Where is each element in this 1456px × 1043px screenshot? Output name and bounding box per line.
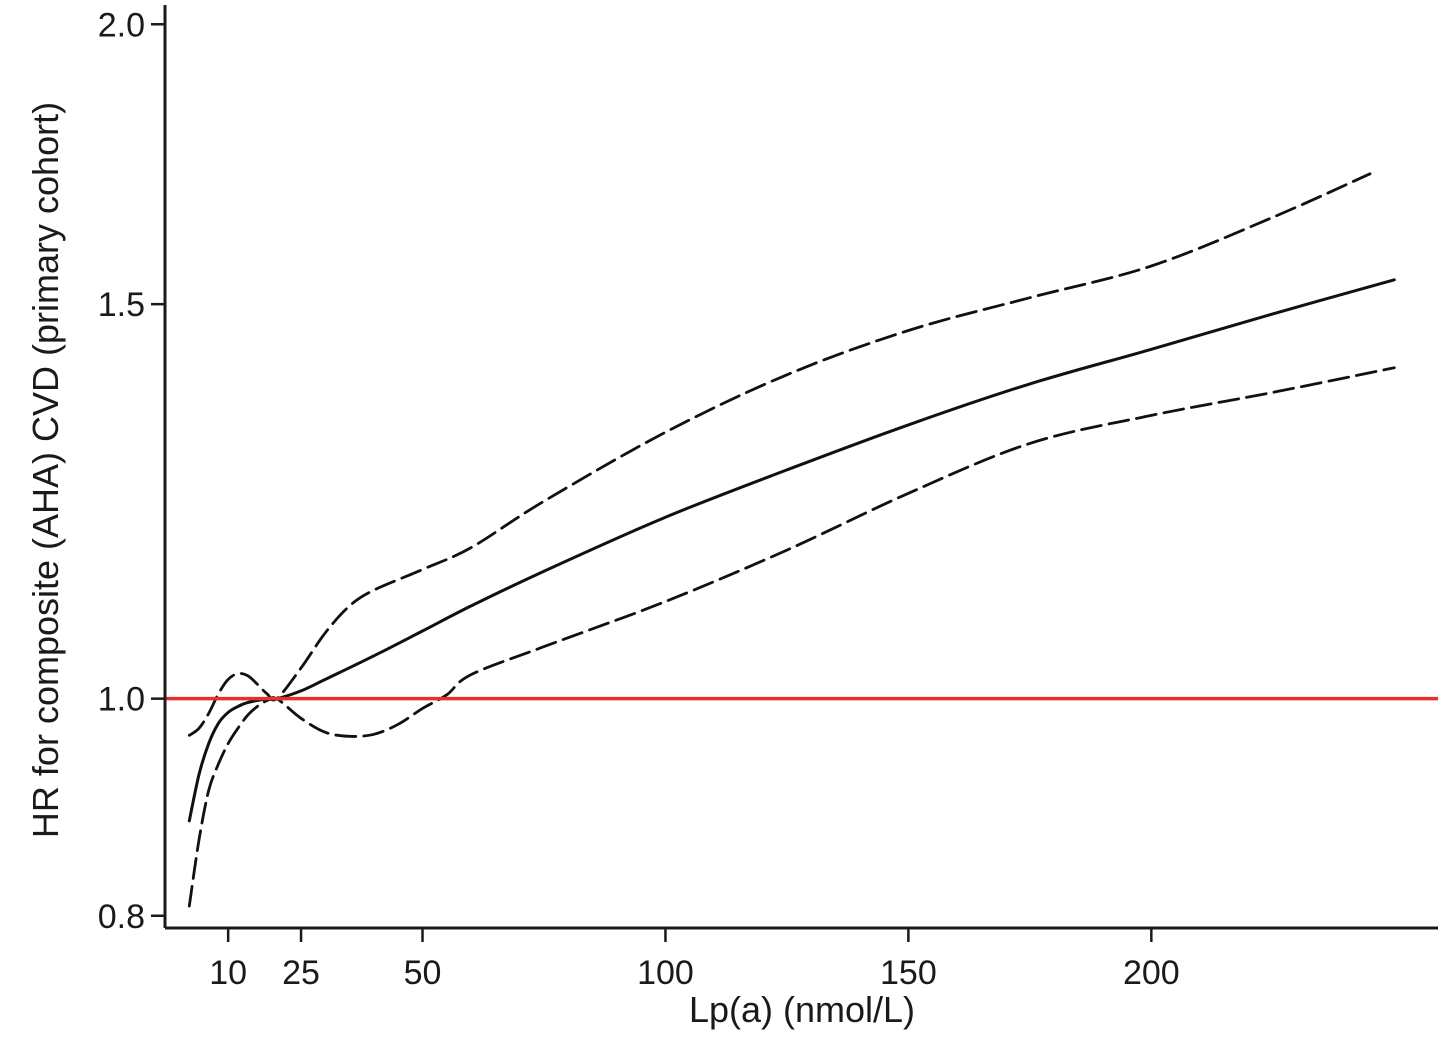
x-axis-title: Lp(a) (nmol/L) — [689, 989, 915, 1030]
x-tick-label: 100 — [637, 954, 694, 992]
estimate-line — [187, 278, 1396, 823]
ci-upper-line — [187, 172, 1372, 737]
y-tick-label: 2.0 — [98, 6, 145, 44]
x-tick-label: 150 — [880, 954, 937, 992]
y-tick-label: 1.5 — [98, 286, 145, 324]
y-tick-label: 1.0 — [98, 681, 145, 719]
y-tick-label: 0.8 — [98, 898, 145, 936]
ci-lower-line — [187, 366, 1396, 908]
x-tick-label: 10 — [209, 954, 247, 992]
series-layer — [187, 172, 1396, 908]
x-tick-label: 50 — [404, 954, 442, 992]
x-tick-label: 25 — [282, 954, 320, 992]
axes-layer — [163, 5, 1438, 930]
y-axis-title: HR for composite (AHA) CVD (primary coho… — [25, 102, 66, 838]
ticks-layer: 10 25 50 100 150 200 0.8 1.0 1.5 2.0 — [98, 6, 1180, 992]
x-tick-label: 200 — [1123, 954, 1180, 992]
